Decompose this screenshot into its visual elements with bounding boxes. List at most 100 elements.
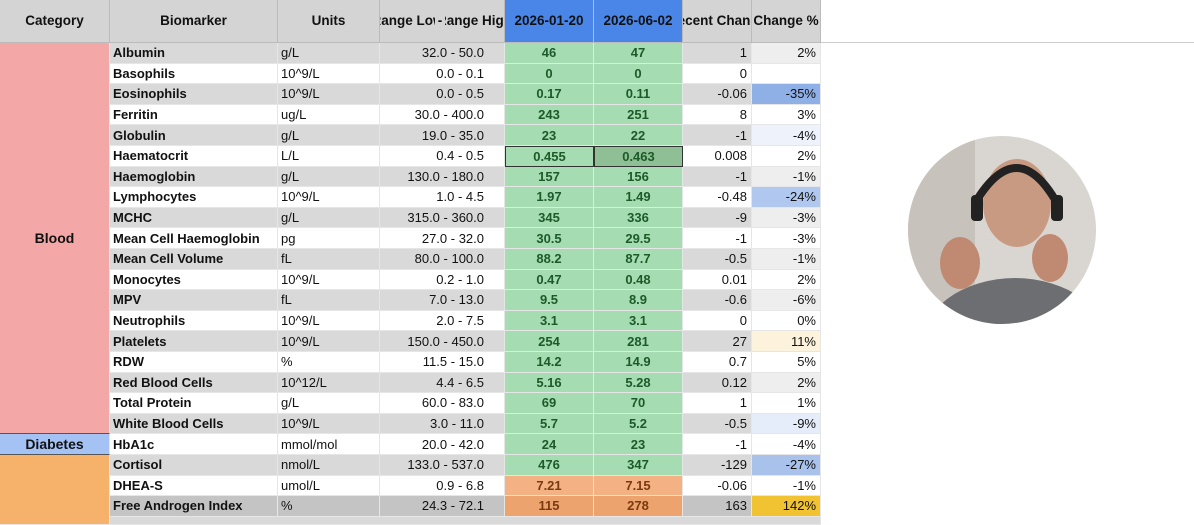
value-cell: 0 xyxy=(594,63,683,85)
change-pct-cell: -35% xyxy=(752,84,821,105)
change-pct-cell: -1% xyxy=(752,475,821,497)
biomarker-cell: Eosinophils xyxy=(110,84,278,105)
value-cell: 0.47 xyxy=(505,269,594,291)
divider xyxy=(821,42,1194,43)
units-cell: 10^9/L xyxy=(278,413,380,435)
change-pct-cell: 2% xyxy=(752,43,821,64)
value-cell: 14.9 xyxy=(594,352,683,373)
change-pct-cell: -4% xyxy=(752,434,821,455)
change-cell: -0.6 xyxy=(683,290,752,311)
biomarker-cell: Lymphocytes xyxy=(110,187,278,208)
range-cell: 30.0 - 400.0 xyxy=(380,104,505,126)
value-cell: 281 xyxy=(594,331,683,352)
biomarker-cell: MCHC xyxy=(110,207,278,229)
change-pct-cell: 2% xyxy=(752,269,821,291)
value-cell: 115 xyxy=(505,496,594,517)
value-cell: 23 xyxy=(594,434,683,455)
change-pct-cell: -1% xyxy=(752,249,821,270)
value-cell: 5.7 xyxy=(505,413,594,435)
value-cell: 1.49 xyxy=(594,187,683,208)
change-cell: 1 xyxy=(683,43,752,64)
change-pct-cell: -9% xyxy=(752,413,821,435)
value-cell: 70 xyxy=(594,393,683,414)
biomarker-cell: Ferritin xyxy=(110,104,278,126)
header-cell: Change % xyxy=(752,0,821,43)
value-cell: 8.9 xyxy=(594,290,683,311)
change-pct-cell: -3% xyxy=(752,228,821,249)
change-pct-cell: 11% xyxy=(752,331,821,352)
value-cell: 254 xyxy=(505,331,594,352)
value-cell: 1.97 xyxy=(505,187,594,208)
units-cell: fL xyxy=(278,290,380,311)
change-cell: -0.06 xyxy=(683,84,752,105)
units-cell: nmol/L xyxy=(278,455,380,476)
change-pct-cell: 0% xyxy=(752,310,821,332)
units-cell: fL xyxy=(278,249,380,270)
units-cell: g/L xyxy=(278,43,380,64)
range-cell: 19.0 - 35.0 xyxy=(380,125,505,146)
value-cell: 0.48 xyxy=(594,269,683,291)
header-cell: 2026-06-02 xyxy=(594,0,683,43)
change-cell: -1 xyxy=(683,434,752,455)
change-cell: 163 xyxy=(683,496,752,517)
change-pct-cell: -1% xyxy=(752,166,821,188)
units-cell: umol/L xyxy=(278,475,380,497)
units-cell: 10^9/L xyxy=(278,331,380,352)
range-cell: 0.0 - 0.1 xyxy=(380,63,505,85)
value-cell: 345 xyxy=(505,207,594,229)
biomarker-cell: MPV xyxy=(110,290,278,311)
range-cell: 0.4 - 0.5 xyxy=(380,146,505,167)
biomarker-cell: Basophils xyxy=(110,63,278,85)
units-cell: L/L xyxy=(278,146,380,167)
change-cell: 0.7 xyxy=(683,352,752,373)
value-cell: 156 xyxy=(594,166,683,188)
range-cell: 20.0 - 42.0 xyxy=(380,434,505,455)
value-cell: 5.28 xyxy=(594,372,683,394)
change-cell: 27 xyxy=(683,331,752,352)
category-cell xyxy=(0,455,110,525)
units-cell: g/L xyxy=(278,207,380,229)
biomarker-cell: Mean Cell Haemoglobin xyxy=(110,228,278,249)
change-pct-cell xyxy=(752,63,821,85)
range-cell: 150.0 - 450.0 xyxy=(380,331,505,352)
biomarker-cell: Globulin xyxy=(110,125,278,146)
header-cell: Range Low xyxy=(380,0,435,43)
biomarker-cell: Red Blood Cells xyxy=(110,372,278,394)
value-cell: 24 xyxy=(505,434,594,455)
range-cell: 0.0 - 0.5 xyxy=(380,84,505,105)
biomarker-cell: Mean Cell Volume xyxy=(110,249,278,270)
header-cell: Units xyxy=(278,0,380,43)
change-cell: 0.01 xyxy=(683,269,752,291)
change-cell: -1 xyxy=(683,166,752,188)
units-cell: mmol/mol xyxy=(278,434,380,455)
change-pct-cell: -4% xyxy=(752,125,821,146)
change-pct-cell: 142% xyxy=(752,496,821,517)
value-cell: 0.11 xyxy=(594,84,683,105)
value-cell: 3.1 xyxy=(594,310,683,332)
range-cell: 0.2 - 1.0 xyxy=(380,269,505,291)
value-cell: 347 xyxy=(594,455,683,476)
units-cell: 10^9/L xyxy=(278,63,380,85)
range-cell: 0.9 - 6.8 xyxy=(380,475,505,497)
header-cell: Biomarker xyxy=(110,0,278,43)
value-cell: 87.7 xyxy=(594,249,683,270)
biomarker-cell: Monocytes xyxy=(110,269,278,291)
header-cell: Category xyxy=(0,0,110,43)
value-cell: 88.2 xyxy=(505,249,594,270)
value-cell: 0.463 xyxy=(594,146,683,167)
range-cell: 27.0 - 32.0 xyxy=(380,228,505,249)
change-cell: 1 xyxy=(683,393,752,414)
biomarker-cell: Platelets xyxy=(110,331,278,352)
change-cell: 0.12 xyxy=(683,372,752,394)
category-cell: Diabetes xyxy=(0,434,110,455)
change-cell: -9 xyxy=(683,207,752,229)
range-cell: 80.0 - 100.0 xyxy=(380,249,505,270)
biomarker-cell: Albumin xyxy=(110,43,278,64)
biomarker-cell: Free Androgen Index xyxy=(110,496,278,517)
change-pct-cell: 2% xyxy=(752,372,821,394)
value-cell: 0.455 xyxy=(505,146,594,167)
range-cell: 1.0 - 4.5 xyxy=(380,187,505,208)
change-pct-cell: -3% xyxy=(752,207,821,229)
value-cell: 23 xyxy=(505,125,594,146)
